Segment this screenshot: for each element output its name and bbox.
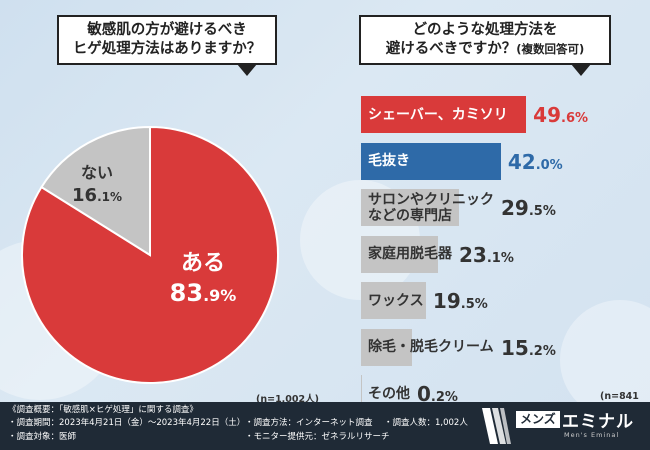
question-right-bubble: どのような処理方法を 避けるべきですか？(複数回答可) <box>359 15 611 76</box>
bar-value-int: 49 <box>533 103 561 127</box>
pie-label-0: ある <box>181 251 225 276</box>
bar-value-int: 0 <box>417 382 431 406</box>
bar-label-line: ワックス <box>368 292 424 309</box>
question-left-bubble: 敏感肌の方が避けるべき ヒゲ処理方法はありますか？ <box>57 15 277 76</box>
bar-3 <box>361 235 438 273</box>
survey-provider: ・モニター提供元：ゼネラルリサーチ <box>245 432 390 442</box>
bar-4 <box>361 282 426 319</box>
bar-value-6: 0.2% <box>417 382 458 406</box>
survey-count: ・調査人数：1,002人 <box>384 418 468 428</box>
bar-label-line: 毛抜き <box>368 153 410 169</box>
bar-0 <box>361 96 527 133</box>
logo-tag: メンズ <box>516 411 560 428</box>
bar-value-dec: .6% <box>561 111 589 126</box>
question-right-line2-note: (複数回答可) <box>516 42 585 56</box>
survey-period: ・調査期間：2023年4月21日（金）～2023年4月22日（土） <box>8 418 246 428</box>
survey-target: ・調査対象：医師 <box>8 432 77 442</box>
bar-value-dec: .1% <box>486 250 514 266</box>
bar-value-1: 42.0% <box>508 150 563 174</box>
bar-value-dec: .2% <box>528 343 556 359</box>
bar-label-6: その他 <box>368 386 410 402</box>
bar-value-int: 15 <box>501 335 529 360</box>
bar-value-dec: .0% <box>535 157 563 173</box>
bar-value-2: 29.5% <box>501 196 556 220</box>
bar-label-5: 除毛・脱毛クリーム <box>368 339 494 355</box>
bar-label-line: シェーバー、カミソリ <box>368 106 508 123</box>
background-decoration <box>560 300 650 420</box>
bar-label-2: サロンやクリニック などの専門店 <box>368 192 494 224</box>
logo-subtitle: Men's Eminal <box>564 431 620 439</box>
bar-label-4: ワックス <box>368 293 424 309</box>
bar-6 <box>361 375 362 412</box>
survey-title: 《調査概要：「敏感肌×ヒゲ処理」に関する調査》 <box>8 405 198 415</box>
logo-name: エミナル <box>562 412 634 432</box>
pie-value-1: 16.1% <box>72 185 122 206</box>
bar-label-line: 除毛・脱毛クリーム <box>368 339 494 355</box>
bar-value-4: 19.5% <box>433 289 488 313</box>
bar-label-line: などの専門店 <box>368 207 452 224</box>
question-right-line2-main: 避けるべきですか？ <box>385 41 517 57</box>
pie-slice-1 <box>40 125 151 257</box>
pie-value-0: 83.9% <box>170 279 237 307</box>
survey-method: ・調査方法：インターネット調査 <box>245 418 373 428</box>
bar-value-dec: .5% <box>528 204 556 219</box>
bar-label-line: サロンやクリニック <box>368 191 494 208</box>
bar-label-line: その他 <box>368 385 410 402</box>
pie-label-1: ない <box>81 163 113 182</box>
bar-value-dec: .2% <box>430 390 458 405</box>
bar-label-line: 家庭用脱毛器 <box>368 246 452 262</box>
sample-size-left: (n=1,002人) <box>256 394 319 405</box>
bar-value-int: 29 <box>501 196 529 220</box>
bar-label-0: シェーバー、カミソリ <box>368 107 508 123</box>
bar-value-0: 49.6% <box>533 103 588 127</box>
bar-5 <box>361 328 412 366</box>
brand-logo: メンズ エミナル Men's Eminal <box>478 404 643 448</box>
bar-label-1: 毛抜き <box>368 153 410 169</box>
bar-value-5: 15.2% <box>501 336 556 360</box>
pie-chart: ある 83.9% ない 16.1% <box>21 125 279 384</box>
question-left-line2: ヒゲ処理方法はありますか？ <box>72 41 262 57</box>
bar-value-int: 19 <box>432 289 461 313</box>
question-right-line1: どのような処理方法を <box>412 22 558 38</box>
bubble-tail <box>237 64 257 76</box>
bar-2 <box>361 189 460 226</box>
bar-label-3: 家庭用脱毛器 <box>368 246 452 262</box>
bubble-tail <box>571 64 591 76</box>
question-right-line2: 避けるべきですか？(複数回答可) <box>361 40 609 59</box>
logo-mark-icon <box>482 408 511 444</box>
bar-value-int: 23 <box>459 242 487 267</box>
bar-value-dec: .5% <box>460 297 488 312</box>
bar-value-3: 23.1% <box>459 243 514 267</box>
question-left-line1: 敏感肌の方が避けるべき <box>87 22 247 38</box>
bar-value-int: 42 <box>507 149 536 174</box>
bar-1 <box>361 142 501 180</box>
